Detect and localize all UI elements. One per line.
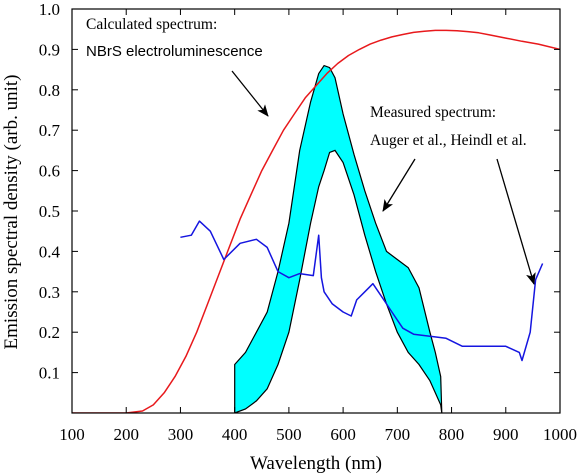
axes: 100 200 300 400 500 600 700 800 900 1000 0.1 0.2 0.3… [39, 0, 577, 444]
y-tick-label: 0.9 [39, 40, 60, 59]
annotation-calculated-line-2: NBrS electroluminescence [86, 43, 263, 60]
annotation-measured-arrow-line [496, 158, 536, 285]
x-tick-label: 800 [439, 425, 465, 444]
x-tick-label: 300 [168, 425, 194, 444]
x-tick-label: 1000 [543, 425, 577, 444]
annotation-calculated-line-1: Calculated spectrum: [86, 16, 217, 33]
x-tick-label: 200 [113, 425, 139, 444]
y-tick-label: 0.6 [39, 162, 60, 181]
measured-spectrum-band [234, 64, 443, 413]
annotation-measured-line-2: Auger et al., Heindl et al. [370, 132, 527, 149]
x-tick-label: 100 [59, 425, 85, 444]
y-tick-label: 0.5 [39, 202, 60, 221]
x-tick-label: 900 [493, 425, 519, 444]
measured-spectrum-line [180, 220, 544, 362]
annotation-measured-spectrum: Measured spectrum: Auger et al., Heindl … [370, 104, 536, 285]
annotation-calculated-arrow [231, 70, 269, 117]
x-axis-title: Wavelength (nm) [250, 453, 382, 474]
calculated-spectrum-line [72, 29, 560, 413]
y-axis-title: Emission spectral density (arb. unit) [1, 75, 22, 350]
x-tick-label: 500 [276, 425, 302, 444]
y-tick-label: 1.0 [39, 0, 60, 19]
x-tick-label: 400 [222, 425, 248, 444]
annotation-calculated-spectrum: Calculated spectrum: NBrS electrolumines… [86, 16, 269, 117]
y-tick-label: 0.7 [39, 121, 61, 140]
y-tick-label: 0.3 [39, 283, 60, 302]
plot-area [72, 29, 560, 413]
y-tick-label: 0.8 [39, 81, 60, 100]
y-tick-label: 0.1 [39, 364, 60, 383]
x-tick-label: 600 [330, 425, 356, 444]
plot-frame [71, 8, 561, 414]
y-tick-label: 0.4 [39, 242, 61, 261]
annotation-measured-line-1: Measured spectrum: [370, 104, 496, 121]
x-tick-label: 700 [385, 425, 411, 444]
annotation-measured-arrow-band [382, 158, 416, 212]
y-tick-label: 0.2 [39, 323, 60, 342]
